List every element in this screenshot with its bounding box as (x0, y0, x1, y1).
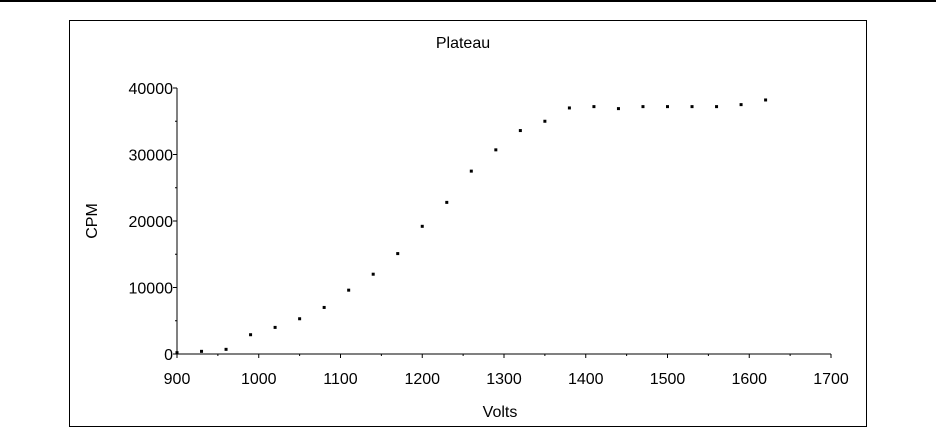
y-axis-label: CPM (84, 203, 101, 239)
x-tick-label: 1500 (650, 371, 686, 388)
data-point (641, 105, 645, 109)
y-tick-label: 40000 (129, 81, 174, 98)
x-tick-label: 900 (164, 371, 191, 388)
x-tick-label: 1600 (731, 371, 767, 388)
data-point (592, 105, 596, 109)
data-point (616, 107, 620, 111)
data-point (666, 105, 669, 109)
data-point (249, 333, 253, 337)
data-point (347, 288, 351, 292)
data-point (371, 272, 375, 276)
x-tick-label: 1700 (813, 371, 849, 388)
data-point (322, 305, 326, 309)
data-point (518, 129, 522, 133)
data-point (224, 347, 228, 351)
chart-frame (69, 20, 867, 427)
x-tick-label: 1300 (486, 371, 522, 388)
data-point (764, 98, 768, 102)
x-axis-label: Volts (483, 404, 518, 421)
y-tick-label: 20000 (129, 214, 174, 231)
chart-title: Plateau (436, 35, 490, 52)
y-tick-label: 30000 (129, 148, 174, 165)
data-point (543, 119, 547, 123)
data-point (494, 148, 498, 152)
data-point (273, 325, 277, 329)
data-point (396, 252, 400, 256)
x-axis-ticks: 900 1000 1100 1200 1300 1400 1500 1600 1700 (164, 354, 849, 388)
y-axis-ticks: 0 10000 20000 30000 40000 (129, 81, 177, 364)
x-tick-label: 1000 (241, 371, 277, 388)
data-point (298, 317, 302, 321)
data-point (175, 351, 179, 355)
data-point (200, 349, 204, 353)
x-tick-label: 1400 (568, 371, 604, 388)
data-point (445, 200, 449, 204)
data-points (175, 98, 768, 355)
x-tick-label: 1100 (323, 371, 358, 388)
data-point (739, 103, 743, 107)
data-point (567, 106, 571, 110)
top-rule (0, 0, 936, 2)
y-tick-label: 0 (164, 347, 173, 364)
x-tick-label: 1200 (404, 371, 440, 388)
data-point (715, 105, 719, 109)
data-point (469, 169, 473, 173)
data-point (690, 105, 694, 109)
data-point (420, 224, 424, 228)
y-tick-label: 10000 (129, 281, 174, 298)
